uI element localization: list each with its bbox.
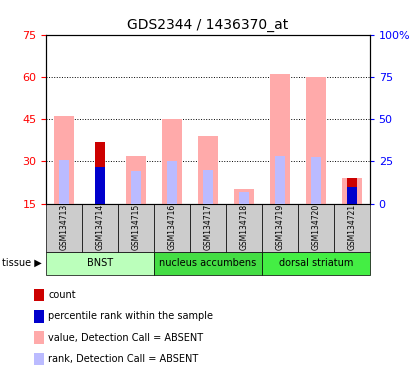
- Bar: [198, 136, 218, 204]
- Bar: [167, 161, 177, 204]
- Bar: [234, 189, 254, 204]
- Bar: [306, 77, 326, 204]
- Text: dorsal striatum: dorsal striatum: [278, 258, 353, 268]
- Bar: [59, 160, 69, 204]
- Text: nucleus accumbens: nucleus accumbens: [159, 258, 257, 268]
- Text: GSM134718: GSM134718: [239, 204, 248, 250]
- Bar: [270, 74, 290, 204]
- Bar: [342, 178, 362, 204]
- Text: tissue ▶: tissue ▶: [2, 258, 42, 268]
- Bar: [131, 171, 141, 204]
- Bar: [126, 156, 146, 204]
- Bar: [203, 170, 213, 204]
- Text: rank, Detection Call = ABSENT: rank, Detection Call = ABSENT: [48, 354, 199, 364]
- Text: GSM134719: GSM134719: [275, 204, 284, 250]
- Bar: [54, 116, 74, 204]
- Bar: [95, 142, 105, 204]
- Text: GSM134721: GSM134721: [347, 204, 356, 250]
- Text: value, Detection Call = ABSENT: value, Detection Call = ABSENT: [48, 333, 203, 343]
- Text: percentile rank within the sample: percentile rank within the sample: [48, 311, 213, 321]
- Bar: [346, 187, 357, 204]
- Text: GSM134716: GSM134716: [168, 204, 176, 250]
- Text: GSM134713: GSM134713: [60, 204, 68, 250]
- Bar: [162, 119, 182, 204]
- Text: GSM134720: GSM134720: [311, 204, 320, 250]
- Text: GSM134714: GSM134714: [96, 204, 105, 250]
- Text: GSM134717: GSM134717: [203, 204, 213, 250]
- Text: GSM134715: GSM134715: [131, 204, 141, 250]
- Bar: [275, 156, 285, 204]
- Text: BNST: BNST: [87, 258, 113, 268]
- Bar: [239, 192, 249, 204]
- Bar: [311, 157, 321, 204]
- Title: GDS2344 / 1436370_at: GDS2344 / 1436370_at: [127, 18, 289, 32]
- Bar: [95, 167, 105, 204]
- Text: count: count: [48, 290, 76, 300]
- Bar: [346, 178, 357, 204]
